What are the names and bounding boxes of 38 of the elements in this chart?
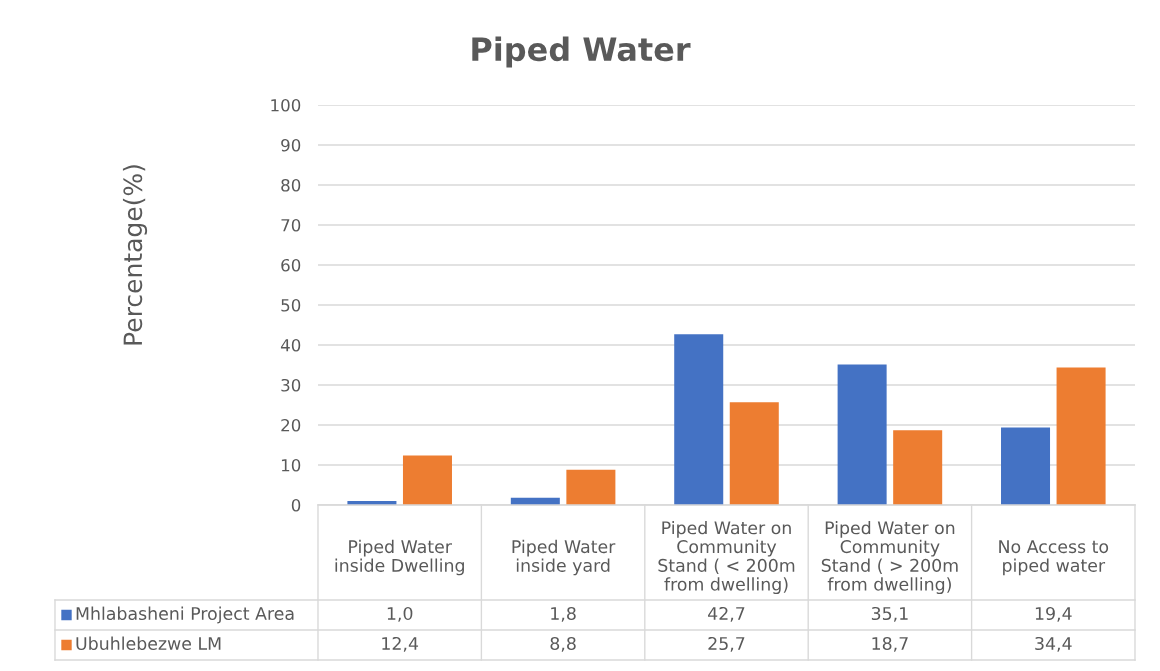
data-label: 19,4 bbox=[1035, 606, 1072, 622]
y-axis-title: Percentage(%) bbox=[122, 165, 148, 345]
data-label: 34,4 bbox=[1035, 636, 1072, 652]
y-tick-label: 50 bbox=[281, 298, 301, 312]
y-tick-label: 70 bbox=[281, 218, 301, 232]
chart-title: Piped Water bbox=[472, 36, 691, 68]
y-tick-label: 40 bbox=[280, 338, 301, 352]
x-tick-label: Piped Water inside yard bbox=[512, 539, 616, 576]
bar bbox=[1056, 367, 1106, 505]
data-label: 1,0 bbox=[387, 606, 413, 622]
y-tick-label: 80 bbox=[281, 178, 301, 192]
x-tick-label: Piped Water on Community Stand ( > 200m from dwelling) bbox=[821, 520, 958, 595]
bar bbox=[893, 430, 943, 505]
y-tick-label: 100 bbox=[271, 98, 301, 112]
data-label: 18,7 bbox=[872, 636, 908, 652]
y-tick-label: 10 bbox=[281, 458, 301, 472]
data-label: 25,7 bbox=[708, 636, 745, 652]
y-tick-label: 20 bbox=[281, 418, 301, 432]
y-tick-label: 0 bbox=[291, 498, 301, 512]
data-label: 42,7 bbox=[708, 606, 745, 622]
bar bbox=[402, 455, 452, 505]
data-label: 12,4 bbox=[382, 636, 419, 652]
legend-label: Mhlabasheni Project Area bbox=[76, 606, 294, 624]
y-tick-label: 30 bbox=[281, 378, 301, 392]
x-tick-label: Piped Water inside Dwelling bbox=[335, 539, 464, 576]
x-tick-label: Piped Water on Community Stand ( < 200m from dwelling) bbox=[658, 520, 795, 595]
y-tick-label: 90 bbox=[281, 138, 301, 152]
data-label: 8,8 bbox=[550, 636, 576, 652]
bar bbox=[837, 364, 887, 505]
data-label: 35,1 bbox=[871, 606, 908, 622]
bar bbox=[566, 469, 616, 505]
data-label: 1,8 bbox=[551, 606, 576, 622]
legend-label: Ubuhlebezwe LM bbox=[76, 636, 221, 651]
x-tick-label: No Access to piped water bbox=[999, 540, 1109, 576]
bar bbox=[674, 334, 724, 505]
bar bbox=[729, 402, 779, 505]
y-tick-label: 60 bbox=[281, 258, 301, 272]
bar bbox=[1001, 427, 1051, 505]
